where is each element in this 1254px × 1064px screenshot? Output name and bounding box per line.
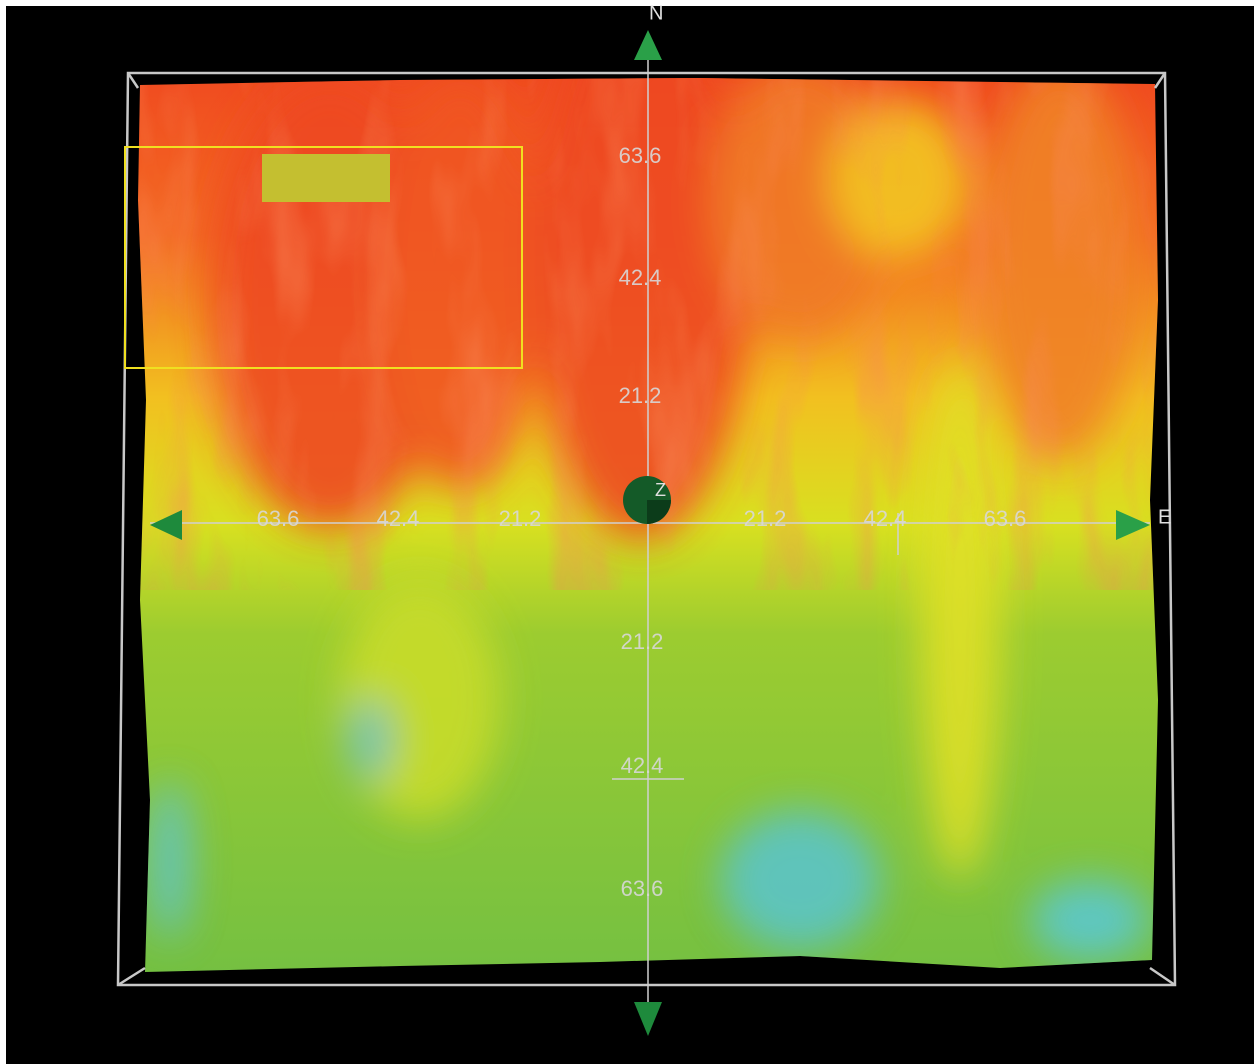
axis-label: 42.4: [621, 753, 664, 778]
axis-label: 63.6: [257, 506, 300, 531]
axis-label: 63.6: [621, 876, 664, 901]
axis-label: 21.2: [499, 506, 542, 531]
axis-label: 42.4: [619, 265, 662, 290]
axis-label: 63.6: [619, 143, 662, 168]
selection-label: [262, 154, 390, 202]
axis-label: 42.4: [377, 506, 420, 531]
east-label: E: [1158, 506, 1171, 528]
edge: [0, 0, 1254, 6]
axis-label: 21.2: [619, 383, 662, 408]
page: {"compass": {"north": "N", "east": "E", …: [0, 0, 1254, 1064]
north-label: N: [649, 2, 663, 24]
z-label: Z: [655, 480, 666, 500]
edge: [0, 0, 6, 1064]
axis-label: 21.2: [744, 506, 787, 531]
axis-label: 21.2: [621, 629, 664, 654]
axis-label: 42.4: [864, 506, 907, 531]
south-arrow: [634, 1002, 662, 1036]
axis-label: 63.6: [984, 506, 1027, 531]
viewport: N E Z 63.6 42.4 21.2 21.2 42.4 63.6 63.6 42.4 21…: [0, 0, 1254, 1064]
north-arrow: [634, 30, 662, 60]
